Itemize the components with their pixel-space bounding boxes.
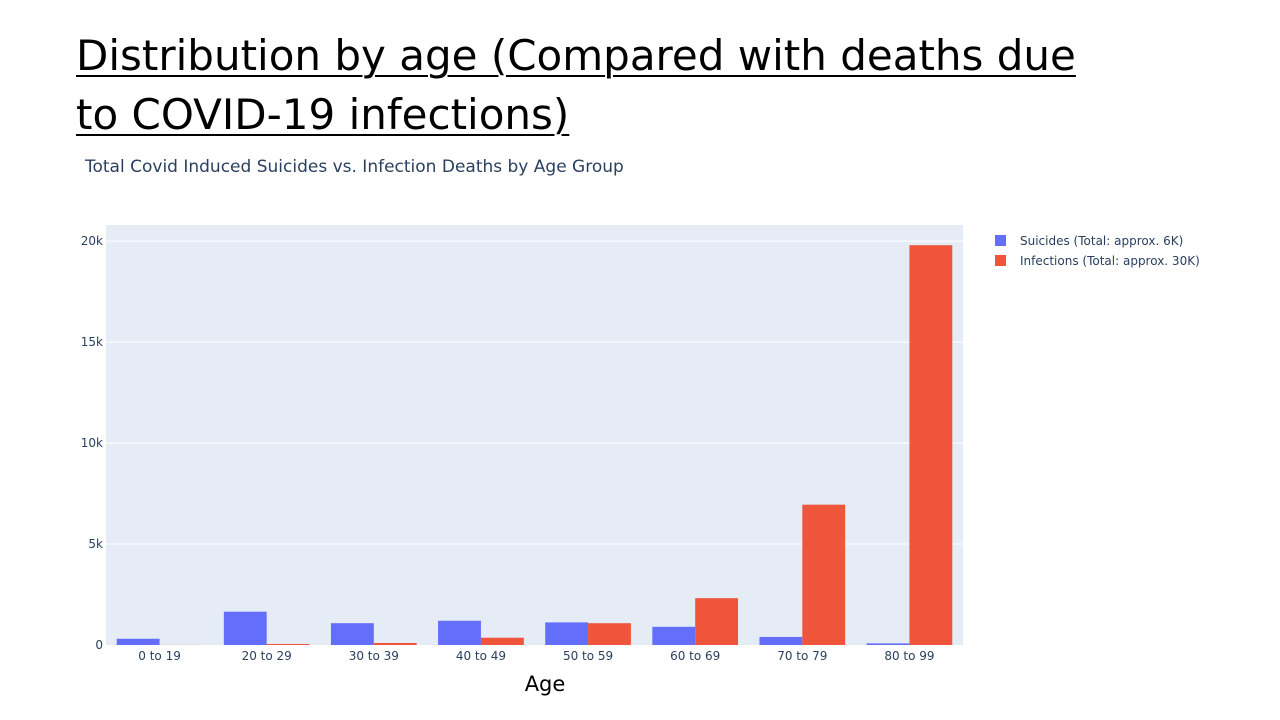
bar-suicides[interactable]: [438, 620, 481, 645]
x-tick-label: 20 to 29: [242, 649, 292, 663]
legend-label-infections: Infections (Total: approx. 30K): [1020, 253, 1200, 268]
bar-suicides[interactable]: [223, 611, 267, 645]
bar-suicides[interactable]: [866, 643, 910, 645]
y-tick-label: 5k: [88, 537, 103, 551]
y-axis-ticks: 0 5k 10k 15k 20k: [81, 234, 103, 652]
bar-infections[interactable]: [588, 623, 631, 645]
bar-infections[interactable]: [373, 642, 417, 645]
chart-title: Total Covid Induced Suicides vs. Infecti…: [85, 157, 624, 177]
bar-suicides[interactable]: [759, 636, 803, 645]
bar-infections[interactable]: [480, 637, 524, 645]
x-tick-label: 70 to 79: [777, 649, 827, 663]
legend-item-suicides[interactable]: Suicides (Total: approx. 6K): [995, 231, 1200, 250]
bar-infections[interactable]: [266, 643, 310, 645]
bars: [116, 245, 953, 645]
y-tick-label: 20k: [81, 234, 103, 248]
bar-infections[interactable]: [802, 504, 846, 645]
y-tick-label: 15k: [81, 335, 103, 349]
x-tick-label: 60 to 69: [670, 649, 720, 663]
legend: Suicides (Total: approx. 6K) Infections …: [995, 231, 1200, 271]
x-tick-label: 0 to 19: [138, 649, 181, 663]
legend-item-infections[interactable]: Infections (Total: approx. 30K): [995, 251, 1200, 270]
legend-label-suicides: Suicides (Total: approx. 6K): [1020, 233, 1184, 248]
x-tick-label: 30 to 39: [349, 649, 399, 663]
y-tick-label: 10k: [81, 436, 103, 450]
x-axis-ticks: 0 to 19 20 to 29 30 to 39 40 to 49 50 to 59 6…: [138, 649, 934, 663]
x-tick-label: 80 to 99: [884, 649, 934, 663]
x-tick-label: 40 to 49: [456, 649, 506, 663]
legend-swatch-infections: [995, 255, 1006, 266]
bar-infections[interactable]: [909, 245, 953, 645]
bar-suicides[interactable]: [330, 623, 374, 645]
y-tick-label: 0: [95, 638, 103, 652]
bar-suicides[interactable]: [545, 622, 589, 645]
bar-infections[interactable]: [695, 598, 739, 645]
bar-suicides[interactable]: [652, 626, 696, 645]
x-tick-label: 50 to 59: [563, 649, 613, 663]
bar-suicides[interactable]: [116, 638, 160, 645]
legend-swatch-suicides: [995, 235, 1006, 246]
x-axis-title: Age: [524, 672, 566, 696]
slide-title: Distribution by age (Compared with death…: [76, 31, 1076, 139]
